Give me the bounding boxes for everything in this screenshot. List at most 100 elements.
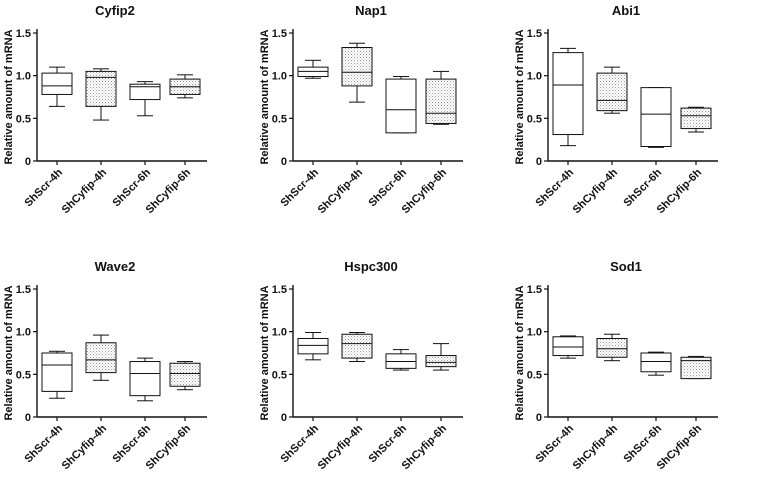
y-tick-label: 0.5 bbox=[527, 369, 542, 381]
y-tick-label: 1.5 bbox=[527, 284, 542, 296]
box-shscr-6h bbox=[129, 81, 161, 117]
box-shcyfip-6h bbox=[680, 106, 712, 133]
y-tick-label: 0.5 bbox=[272, 113, 287, 125]
panel-abi1: Abi1 Relative amount of mRNA 0 0.5 1.0 1.5 ShS… bbox=[514, 3, 718, 216]
y-tick-label: 1.0 bbox=[527, 71, 542, 83]
x-tick-label: ShScr-6h bbox=[366, 166, 409, 209]
x-tick-label: ShCyfip-4h bbox=[571, 422, 621, 472]
x-tick-label: ShScr-6h bbox=[110, 166, 153, 209]
box-iqr bbox=[680, 107, 712, 130]
y-tick-label: 0 bbox=[536, 156, 542, 168]
y-tick-label: 1.5 bbox=[16, 28, 31, 40]
box-shscr-4h bbox=[297, 332, 329, 361]
y-tick-label: 1.0 bbox=[272, 71, 287, 83]
panel-title: Hspc300 bbox=[344, 259, 397, 274]
y-tick-label: 0 bbox=[25, 412, 31, 424]
y-axis-label: Relative amount of mRNA bbox=[259, 29, 271, 164]
box-iqr bbox=[385, 78, 417, 134]
x-tick-label: ShScr-4h bbox=[533, 166, 576, 209]
y-tick-label: 0 bbox=[536, 412, 542, 424]
panel-sod1: Sod1 Relative amount of mRNA 0 0.5 1.0 1.5 ShS… bbox=[514, 259, 718, 472]
box-shscr-4h bbox=[552, 335, 584, 359]
box-shscr-6h bbox=[129, 357, 161, 402]
box-iqr bbox=[341, 333, 373, 359]
y-tick-label: 0 bbox=[281, 156, 287, 168]
x-tick-label: ShCyfip-4h bbox=[60, 422, 110, 472]
box-shcyfip-4h bbox=[85, 68, 117, 121]
box-iqr bbox=[297, 337, 329, 355]
box-iqr bbox=[596, 337, 628, 358]
box-iqr bbox=[41, 72, 73, 95]
box-iqr bbox=[129, 361, 161, 397]
x-tick-label: ShScr-6h bbox=[621, 166, 664, 209]
y-axis-label: Relative amount of mRNA bbox=[3, 285, 15, 420]
box-shscr-4h bbox=[297, 59, 329, 79]
box-shcyfip-4h bbox=[596, 333, 628, 362]
box-shscr-6h bbox=[640, 87, 672, 148]
box-shcyfip-4h bbox=[341, 42, 373, 103]
panel-title: Nap1 bbox=[355, 3, 387, 18]
box-iqr bbox=[640, 352, 672, 373]
box-iqr bbox=[552, 336, 584, 357]
y-tick-label: 0.5 bbox=[16, 113, 31, 125]
panel-title: Cyfip2 bbox=[95, 3, 135, 18]
box-shcyfip-6h bbox=[425, 70, 457, 125]
y-tick-label: 1.5 bbox=[527, 28, 542, 40]
y-tick-label: 1.0 bbox=[272, 327, 287, 339]
box-shcyfip-6h bbox=[169, 361, 201, 391]
y-tick-label: 1.5 bbox=[272, 28, 287, 40]
box-iqr bbox=[425, 355, 457, 368]
y-axis-label: Relative amount of mRNA bbox=[514, 29, 526, 164]
x-tick-label: ShScr-6h bbox=[621, 422, 664, 465]
y-tick-label: 0.5 bbox=[272, 369, 287, 381]
x-tick-label: ShScr-4h bbox=[278, 422, 321, 465]
box-iqr bbox=[341, 47, 373, 87]
x-tick-label: ShScr-4h bbox=[278, 166, 321, 209]
box-shscr-4h bbox=[552, 47, 584, 147]
y-axis-label: Relative amount of mRNA bbox=[259, 285, 271, 420]
box-iqr bbox=[640, 87, 672, 147]
x-tick-label: ShScr-6h bbox=[110, 422, 153, 465]
panel-nap1: Nap1 Relative amount of mRNA 0 0.5 1.0 1.5 ShS… bbox=[259, 3, 463, 216]
panel-hspc300: Hspc300 Relative amount of mRNA 0 0.5 1.0 1.5… bbox=[259, 259, 463, 472]
box-iqr bbox=[552, 52, 584, 136]
box-shcyfip-6h bbox=[169, 74, 201, 99]
box-shscr-6h bbox=[640, 351, 672, 376]
x-tick-label: ShCyfip-4h bbox=[316, 166, 366, 216]
y-tick-label: 0 bbox=[25, 156, 31, 168]
box-shscr-6h bbox=[385, 349, 417, 371]
box-iqr bbox=[596, 72, 628, 112]
x-tick-label: ShCyfip-4h bbox=[60, 166, 110, 216]
panel-wave2: Wave2 Relative amount of mRNA 0 0.5 1.0 1.5 Sh… bbox=[3, 259, 207, 472]
panel-title: Sod1 bbox=[610, 259, 642, 274]
box-shscr-4h bbox=[41, 350, 73, 399]
x-tick-label: ShScr-4h bbox=[22, 422, 65, 465]
box-shcyfip-6h bbox=[425, 343, 457, 371]
panel-cyfip2: Cyfip2 Relative amount of mRNA 0 0.5 1.0 1.5 S… bbox=[3, 3, 207, 216]
panel-title: Abi1 bbox=[612, 3, 640, 18]
y-tick-label: 0 bbox=[281, 412, 287, 424]
box-shcyfip-4h bbox=[85, 334, 117, 381]
x-tick-label: ShScr-4h bbox=[22, 166, 65, 209]
x-tick-label: ShScr-6h bbox=[366, 422, 409, 465]
box-shscr-4h bbox=[41, 66, 73, 107]
box-shcyfip-4h bbox=[596, 66, 628, 114]
box-iqr bbox=[85, 70, 117, 107]
y-tick-label: 1.5 bbox=[272, 284, 287, 296]
y-tick-label: 0.5 bbox=[16, 369, 31, 381]
box-iqr bbox=[169, 362, 201, 387]
box-shcyfip-6h bbox=[680, 355, 712, 380]
x-tick-label: ShCyfip-4h bbox=[571, 166, 621, 216]
y-tick-label: 1.5 bbox=[16, 284, 31, 296]
box-iqr bbox=[425, 78, 457, 124]
y-tick-label: 1.0 bbox=[16, 327, 31, 339]
x-tick-label: ShScr-4h bbox=[533, 422, 576, 465]
y-tick-label: 1.0 bbox=[16, 71, 31, 83]
box-iqr bbox=[85, 342, 117, 374]
y-axis-label: Relative amount of mRNA bbox=[514, 285, 526, 420]
box-shscr-6h bbox=[385, 76, 417, 134]
panel-title: Wave2 bbox=[95, 259, 136, 274]
y-tick-label: 1.0 bbox=[527, 327, 542, 339]
